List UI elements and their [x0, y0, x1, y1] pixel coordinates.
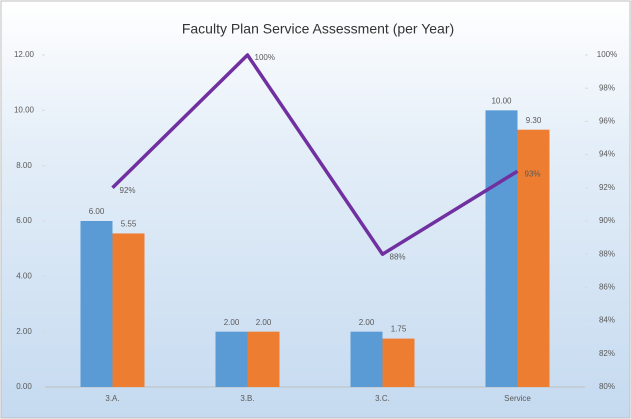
line-value-label: 100%: [255, 53, 275, 62]
y-tick-label: 0.00: [16, 382, 32, 391]
x-tick-label: 3.C.: [375, 394, 390, 403]
y2-tick-label: 86%: [599, 283, 615, 292]
y-tick-label: 12.00: [14, 50, 35, 59]
bar-value-label: 2.00: [256, 318, 272, 327]
y-tick-label: 2.00: [16, 327, 32, 336]
y2-tick-label: 96%: [599, 117, 615, 126]
bar-value-label: 10.00: [491, 96, 512, 105]
y2-tick-label: 100%: [597, 50, 617, 59]
line-value-label: 92%: [120, 186, 136, 195]
y2-tick-label: 84%: [599, 316, 615, 325]
x-tick-label: Service: [504, 394, 531, 403]
bar: [350, 331, 383, 387]
bar-value-label: 2.00: [359, 318, 375, 327]
y-tick-label: 6.00: [16, 216, 32, 225]
bar: [382, 338, 415, 387]
bar: [517, 129, 550, 387]
chart-title: Faculty Plan Service Assessment (per Yea…: [182, 21, 454, 37]
line: [111, 53, 519, 256]
bar-value-label: 5.55: [121, 220, 137, 229]
y2-tick-label: 88%: [599, 249, 615, 258]
y-tick-label: 8.00: [16, 161, 32, 170]
bar: [485, 110, 518, 387]
line-value-label: 88%: [390, 252, 406, 261]
y2-tick-label: 90%: [599, 216, 615, 225]
y-tick-label: 4.00: [16, 271, 32, 280]
y2-tick-label: 94%: [599, 150, 615, 159]
bar: [247, 331, 280, 387]
y2-tick-label: 98%: [599, 83, 615, 92]
bar-value-label: 6.00: [89, 207, 105, 216]
y-tick-label: 10.00: [14, 105, 35, 114]
y2-tick-label: 82%: [599, 349, 615, 358]
bar-value-label: 9.30: [526, 116, 542, 125]
y2-tick-label: 80%: [599, 382, 615, 391]
bar-value-label: 2.00: [224, 318, 240, 327]
bar: [80, 221, 113, 387]
x-tick-label: 3.B.: [240, 394, 254, 403]
bar: [112, 233, 145, 387]
line-value-label: 93%: [525, 169, 541, 178]
bar: [215, 331, 248, 387]
x-tick-label: 3.A.: [105, 394, 119, 403]
bar-value-label: 1.75: [391, 325, 407, 334]
y2-tick-label: 92%: [599, 183, 615, 192]
